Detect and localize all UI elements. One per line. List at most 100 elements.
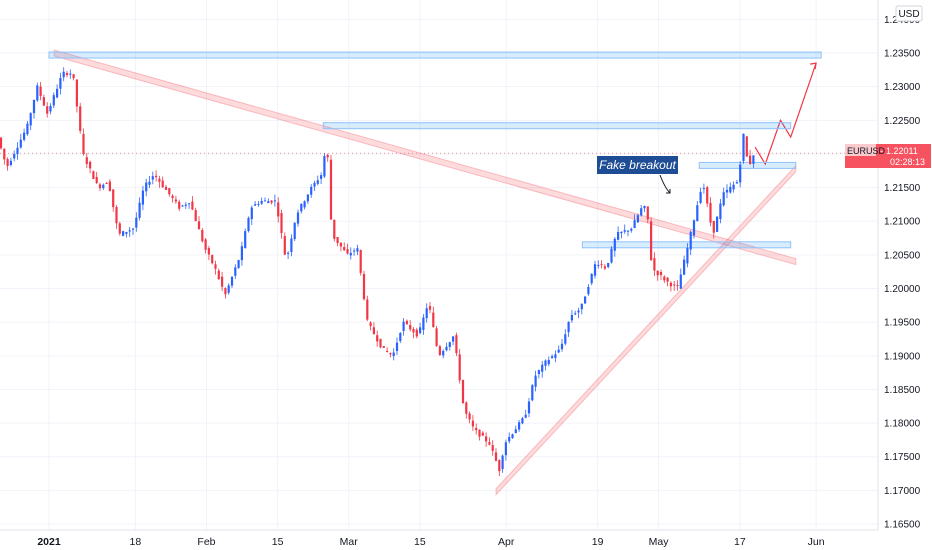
candle-down [494, 452, 498, 461]
candle-down [405, 320, 408, 325]
time-axis[interactable]: 2021 18 Feb 15 Mar 15 Apr 19 May 17 Jun [0, 529, 878, 548]
candle-up [623, 230, 626, 232]
candle-up [69, 73, 72, 75]
candle-up [735, 182, 738, 184]
candle-up [521, 418, 524, 424]
descending-trendline[interactable] [53, 49, 797, 266]
candle-down [706, 187, 709, 204]
candle-up [551, 356, 554, 358]
candle-down [389, 353, 392, 355]
candle-down [98, 184, 102, 189]
candle-down [65, 73, 69, 76]
support-zone-recent[interactable] [698, 161, 797, 169]
candle-up [643, 206, 646, 209]
candle-down [329, 159, 333, 220]
candle-down [164, 186, 168, 190]
candle-down [659, 271, 663, 276]
time-tick-label: Feb [197, 536, 215, 548]
time-tick-label: 17 [734, 536, 746, 548]
candle-up [518, 422, 521, 430]
candle-up [323, 156, 326, 177]
candle-up [310, 186, 313, 195]
candle-down [339, 242, 342, 247]
candle-down [491, 445, 494, 451]
candle-up [9, 160, 12, 166]
candle-up [392, 352, 395, 357]
candle-up [722, 192, 725, 206]
candle-up [36, 85, 39, 101]
price-tick-label: 1.21000 [884, 217, 921, 228]
candle-up [263, 200, 267, 202]
support-zone-lower[interactable] [581, 241, 792, 249]
candle-up [353, 250, 356, 252]
candle-down [468, 413, 471, 420]
price-tick-label: 1.16500 [884, 520, 921, 531]
currency-label: USD [898, 9, 919, 20]
candle-up [577, 310, 580, 313]
candle-down [42, 97, 45, 106]
candle-down [174, 199, 177, 202]
candle-up [511, 434, 514, 438]
candle-up [560, 343, 564, 350]
time-tick-label: Apr [498, 536, 515, 548]
candle-down [412, 329, 415, 333]
candle-up [452, 336, 455, 342]
candle-up [125, 231, 128, 234]
bar-countdown: 02:28:13 [890, 157, 925, 167]
candle-down [158, 178, 161, 182]
candle-up [597, 264, 600, 266]
candle-down [204, 239, 207, 250]
candle-down [382, 346, 385, 348]
candle-up [752, 155, 755, 164]
candle-up [547, 359, 550, 365]
candle-down [359, 250, 362, 273]
price-tick-label: 1.23000 [884, 82, 921, 93]
time-tick-label: May [649, 536, 670, 548]
candle-up [501, 455, 504, 470]
candle-up [356, 248, 359, 252]
candle-down [428, 306, 432, 310]
candle-down [92, 171, 95, 179]
candle-up [181, 205, 184, 207]
symbol-background [845, 144, 876, 156]
candle-up [56, 88, 59, 98]
annotation-arrow [659, 174, 671, 194]
candle-down [46, 106, 49, 114]
candle-down [366, 299, 369, 320]
candle-up [267, 201, 270, 204]
candle-up [567, 321, 570, 333]
time-tick-label: 15 [414, 536, 426, 548]
candle-down [709, 202, 712, 223]
ascending-trendline[interactable] [495, 164, 797, 496]
candle-up [620, 231, 623, 234]
candle-up [508, 437, 511, 442]
candle-down [333, 219, 336, 239]
candle-up [742, 133, 745, 161]
candle-down [346, 249, 349, 254]
candle-up [296, 212, 300, 224]
candle-up [607, 263, 610, 268]
candle-up [395, 342, 399, 351]
candle-down [438, 346, 441, 355]
resistance-zone-upper[interactable] [322, 122, 792, 130]
candle-up [739, 164, 742, 183]
candle-up [626, 230, 630, 232]
gridlines [0, 0, 878, 530]
candle-down [283, 236, 286, 255]
candle-down [488, 442, 491, 445]
resistance-zone-top[interactable] [48, 51, 822, 59]
candle-up [679, 274, 682, 289]
candle-down [603, 266, 606, 269]
candle-up [254, 204, 257, 206]
candle-up [580, 303, 583, 310]
candle-up [683, 259, 686, 275]
candle-up [313, 182, 316, 187]
candle-down [343, 247, 346, 251]
candle-up [138, 202, 141, 218]
candle-up [590, 273, 593, 284]
candle-up [151, 176, 154, 180]
price-axis[interactable]: 1.240001.235001.230001.225001.220001.215… [877, 0, 923, 531]
candle-down [191, 201, 194, 210]
candle-down [409, 324, 412, 330]
